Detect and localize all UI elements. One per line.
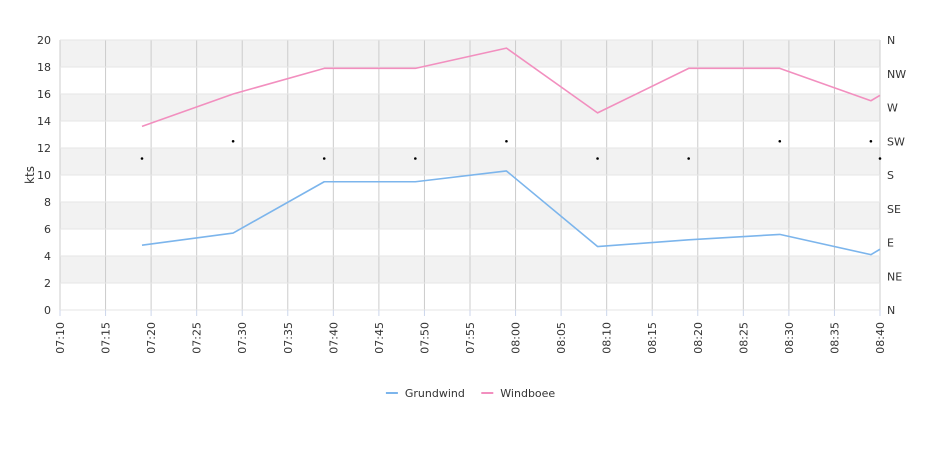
y-tick-label: 8 <box>44 196 51 209</box>
legend-item-windboee[interactable]: Windboee <box>481 387 555 400</box>
direction-tick-label: SW <box>887 135 905 148</box>
x-tick-label: 07:40 <box>327 322 340 354</box>
x-tick-label: 08:05 <box>555 322 568 354</box>
y-tick-label: 2 <box>44 277 51 290</box>
x-tick-label: 08:00 <box>510 322 523 354</box>
series-line-windboee[interactable] <box>141 47 881 128</box>
direction-tick-label: E <box>887 237 894 250</box>
x-tick-label: 08:15 <box>646 322 659 354</box>
y-tick-label: 10 <box>37 169 51 182</box>
y-tick-label: 16 <box>37 88 51 101</box>
direction-point[interactable] <box>322 157 326 160</box>
direction-tick-label: S <box>887 169 894 182</box>
x-tick-label: 08:35 <box>828 322 841 354</box>
legend-label: Windboee <box>500 387 555 400</box>
y-tick-label: 12 <box>37 142 51 155</box>
x-tick-label: 07:25 <box>191 322 204 354</box>
x-tick-label: 07:45 <box>373 322 386 354</box>
series-line-grundwind[interactable] <box>141 170 881 256</box>
y-axis-ticks: 0 2 4 6 8 10 12 14 16 18 20 <box>37 34 51 317</box>
direction-tick-label: W <box>887 102 898 115</box>
direction-point[interactable] <box>869 139 873 143</box>
legend-label: Grundwind <box>405 387 465 400</box>
y-tick-label: 20 <box>37 34 51 47</box>
direction-tick-label: NE <box>887 270 902 283</box>
x-tick-label: 08:20 <box>692 322 705 354</box>
x-tick-label: 07:30 <box>236 322 249 354</box>
x-tick-label: 07:55 <box>464 322 477 354</box>
series-lines <box>141 47 881 256</box>
y-axis-title: kts <box>23 166 37 184</box>
direction-point[interactable] <box>414 157 417 160</box>
x-tick-label: 08:40 <box>874 322 887 354</box>
direction-point[interactable] <box>778 139 782 143</box>
direction-point[interactable] <box>596 157 599 160</box>
x-tick-label: 07:20 <box>145 322 158 354</box>
x-axis-ticks: 07:10 07:15 07:20 07:25 07:30 07:35 07:40 07:45… <box>54 310 887 354</box>
x-tick-label: 08:30 <box>783 322 796 354</box>
y-tick-label: 6 <box>44 223 51 236</box>
direction-tick-label: N <box>887 34 895 47</box>
direction-point[interactable] <box>140 157 144 160</box>
direction-point[interactable] <box>878 157 882 160</box>
y-tick-label: 14 <box>37 115 51 128</box>
y-tick-label: 0 <box>44 304 51 317</box>
direction-point[interactable] <box>687 157 690 160</box>
direction-tick-label: N <box>887 304 895 317</box>
direction-point[interactable] <box>231 139 235 143</box>
x-tick-label: 07:50 <box>418 322 431 354</box>
y-tick-label: 18 <box>37 61 51 74</box>
direction-axis-ticks: N NE E SE S SW W NW N <box>887 34 906 317</box>
direction-tick-label: SE <box>887 203 901 216</box>
x-tick-label: 07:15 <box>100 322 113 354</box>
y-tick-label: 4 <box>44 250 51 263</box>
direction-points <box>140 139 882 160</box>
legend-item-grundwind[interactable]: Grundwind <box>385 387 465 400</box>
direction-tick-label: NW <box>887 68 906 81</box>
x-tick-label: 07:10 <box>54 322 67 354</box>
x-tick-label: 07:35 <box>282 322 295 354</box>
x-tick-label: 08:25 <box>737 322 750 354</box>
legend[interactable]: Grundwind Windboee <box>385 387 556 400</box>
x-tick-label: 08:10 <box>601 322 614 354</box>
direction-point[interactable] <box>505 139 508 143</box>
